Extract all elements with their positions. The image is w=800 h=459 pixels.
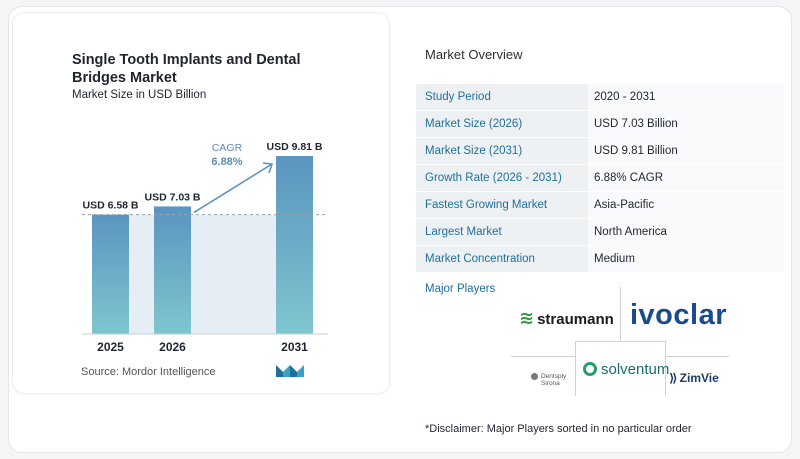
cagr-arrowhead-icon	[262, 162, 274, 174]
dentsply-sirona-logo: Dentsply Sirona	[531, 373, 566, 387]
overview-row: Study Period 2020 - 2031	[416, 84, 784, 111]
bar-value-label: USD 7.03 B	[144, 191, 200, 203]
solventum-logo: solventum	[583, 361, 669, 378]
bar-2026	[154, 206, 191, 334]
solventum-ring-icon	[583, 362, 597, 376]
growth-area	[129, 214, 154, 334]
overview-row: Growth Rate (2026 - 2031) 6.88% CAGR	[416, 165, 784, 192]
overview-row: Market Concentration Medium	[416, 246, 784, 273]
cagr-value: 6.88%	[211, 156, 242, 168]
overview-row: Fastest Growing Market Asia-Pacific	[416, 192, 784, 219]
logo-divider	[575, 341, 665, 342]
straumann-logo: ≋ straumann	[519, 308, 614, 328]
bar-value-label: USD 9.81 B	[266, 141, 322, 153]
major-players-title: Major Players	[425, 283, 496, 295]
logo-divider	[511, 356, 575, 357]
logo-divider	[665, 356, 729, 357]
zimvie-logo: ⟫ ZimVie	[669, 371, 719, 385]
cagr-label: CAGR	[212, 142, 243, 154]
overview-key: Market Concentration	[416, 246, 588, 272]
overview-key: Market Size (2031)	[416, 138, 588, 164]
overview-value: 2020 - 2031	[588, 84, 784, 110]
growth-area	[191, 214, 276, 334]
bar-value-label: USD 6.58 B	[82, 200, 138, 212]
zimvie-mark-icon: ⟫	[669, 371, 678, 385]
overview-value: USD 9.81 Billion	[588, 138, 784, 164]
overview-row: Largest Market North America	[416, 219, 784, 246]
chart-title: Single Tooth Implants and Dental Bridges…	[72, 52, 301, 86]
logo-divider	[620, 287, 621, 342]
overview-row: Market Size (2026) USD 7.03 Billion	[416, 111, 784, 138]
overview-key: Study Period	[416, 84, 588, 110]
overview-value: Asia-Pacific	[588, 192, 784, 218]
bar-2025	[92, 214, 129, 334]
ivoclar-logo: ivoclar	[630, 299, 727, 331]
overview-key: Fastest Growing Market	[416, 192, 588, 218]
chart-subtitle: Market Size in USD Billion	[72, 89, 207, 101]
x-tick-label: 2031	[281, 340, 308, 354]
x-tick-label: 2025	[97, 340, 124, 354]
source-label: Source: Mordor Intelligence	[81, 366, 216, 378]
market-overview-title: Market Overview	[425, 47, 523, 62]
overview-key: Largest Market	[416, 219, 588, 245]
overview-row: Market Size (2031) USD 9.81 Billion	[416, 138, 784, 165]
overview-value: USD 7.03 Billion	[588, 111, 784, 137]
logo-divider	[575, 341, 576, 396]
market-overview-table: Study Period 2020 - 2031 Market Size (2026…	[416, 84, 784, 273]
overview-key: Market Size (2026)	[416, 111, 588, 137]
dentsply-mark-icon	[531, 373, 538, 380]
overview-value: 6.88% CAGR	[588, 165, 784, 191]
overview-key: Growth Rate (2026 - 2031)	[416, 165, 588, 191]
straumann-mark-icon: ≋	[519, 308, 535, 328]
x-tick-label: 2026	[159, 340, 186, 354]
overview-value: Medium	[588, 246, 784, 272]
logo-divider	[665, 341, 666, 396]
overview-value: North America	[588, 219, 784, 245]
bar-2031	[276, 156, 313, 334]
mordor-intelligence-logo-icon	[276, 365, 304, 377]
cagr-arrow	[193, 163, 273, 214]
disclaimer: *Disclaimer: Major Players sorted in no …	[425, 423, 692, 435]
